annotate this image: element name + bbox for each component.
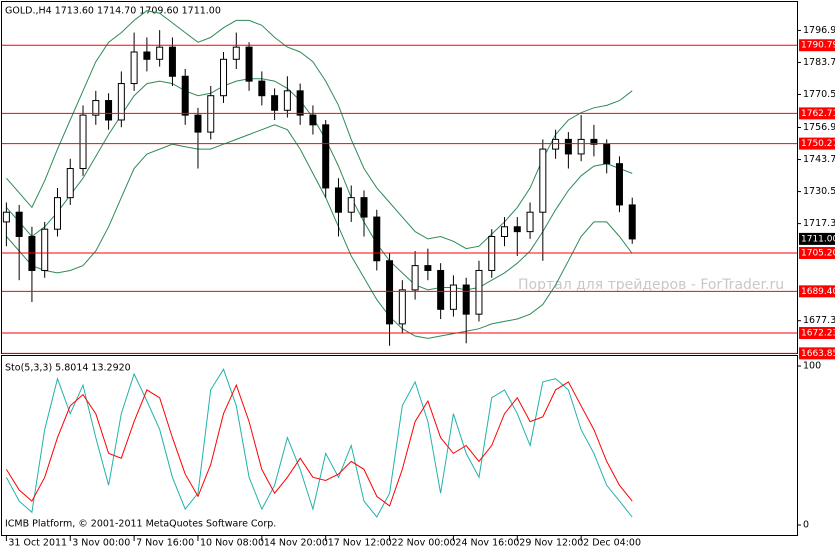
candle-body xyxy=(2,211,10,223)
candle-body xyxy=(92,100,100,116)
candle-body xyxy=(513,226,521,233)
candle-body xyxy=(168,46,176,77)
candle-body xyxy=(526,211,534,233)
level-label-bg xyxy=(799,347,835,360)
candle-body xyxy=(386,260,394,325)
candle-body xyxy=(194,114,202,133)
candle-body xyxy=(143,51,151,60)
stochastic-line xyxy=(5,381,633,507)
candle-body xyxy=(334,187,342,213)
candle-body xyxy=(53,197,61,230)
candle-body xyxy=(66,168,74,199)
level-label-bg xyxy=(799,285,835,298)
level-label: 1663.85 xyxy=(801,349,835,359)
level-label: 1750.27 xyxy=(801,139,835,149)
level-label: 1762.71 xyxy=(801,109,835,119)
x-tick-label: 17 Nov 12:00 xyxy=(328,538,392,549)
candle-body xyxy=(564,138,572,155)
x-tick-label: 7 Nov 16:00 xyxy=(136,538,194,549)
candle-body xyxy=(398,289,406,325)
y-tick-label: 1796.90 xyxy=(803,25,835,36)
level-label-bg xyxy=(799,107,835,120)
candle-body xyxy=(462,284,470,315)
level-label-bg xyxy=(799,39,835,52)
y-tick-label: 1717.30 xyxy=(803,218,835,229)
y-tick-label: 100 xyxy=(803,361,821,372)
level-label-bg xyxy=(799,137,835,150)
candle-body xyxy=(309,114,317,126)
x-tick-label: 10 Nov 08:00 xyxy=(200,538,264,549)
y-tick-label: 0 xyxy=(803,520,809,531)
last-price-bg xyxy=(799,232,835,245)
candle-body xyxy=(411,265,419,291)
candle-body xyxy=(360,197,368,218)
y-tick-label: 1783.70 xyxy=(803,57,835,68)
y-tick-label: 1743.70 xyxy=(803,154,835,165)
candle-body xyxy=(552,138,560,150)
x-tick-label: 29 Nov 12:00 xyxy=(519,538,583,549)
candle-body xyxy=(475,269,483,315)
candle-body xyxy=(258,80,266,97)
level-label: 1672.23 xyxy=(801,329,835,339)
candle-body xyxy=(220,58,228,97)
candle-body xyxy=(615,163,623,206)
y-tick-label: 1677.30 xyxy=(803,315,835,326)
stochastic-panel xyxy=(1,355,798,536)
x-tick-label: 24 Nov 16:00 xyxy=(455,538,519,549)
y-tick-label: 1770.50 xyxy=(803,89,835,100)
candle-body xyxy=(232,46,240,60)
bollinger-band xyxy=(6,10,633,250)
watermark: Портал для трейдеров - ForTrader.ru xyxy=(518,277,784,293)
candle-body xyxy=(628,204,636,240)
candle-body xyxy=(130,51,138,85)
candle-body xyxy=(322,124,330,189)
level-label-bg xyxy=(799,327,835,340)
level-label-bg xyxy=(799,246,835,259)
candle-body xyxy=(105,100,113,121)
last-price-label: 1711.00 xyxy=(801,234,835,244)
indicator-title: Sto(5,3,3) 5.8014 13.2920 xyxy=(5,363,131,374)
candle-body xyxy=(156,46,164,60)
candle-body xyxy=(577,138,585,155)
level-label: 1689.40 xyxy=(801,287,835,297)
candle-body xyxy=(41,228,49,271)
candle-body xyxy=(501,226,509,237)
x-tick-label: 14 Nov 20:00 xyxy=(264,538,328,549)
candle-body xyxy=(296,90,304,116)
candle-body xyxy=(245,46,253,82)
copyright: ICMB Platform, © 2001-2011 MetaQuotes So… xyxy=(5,519,276,530)
candle-body xyxy=(283,90,291,111)
x-tick-label: 2 Dec 04:00 xyxy=(583,538,641,549)
candle-body xyxy=(539,148,547,213)
candle-body xyxy=(207,95,215,133)
x-tick-label: 22 Nov 00:00 xyxy=(392,538,456,549)
candle-body xyxy=(15,211,23,237)
candle-body xyxy=(449,284,457,310)
x-tick-label: 31 Oct 2011 xyxy=(8,538,67,549)
candle-body xyxy=(117,83,125,121)
candle-body xyxy=(437,269,445,310)
candle-body xyxy=(181,75,189,116)
level-label: 1790.79 xyxy=(801,41,835,51)
stochastic-line xyxy=(5,368,633,518)
level-label: 1705.20 xyxy=(801,248,835,258)
candle-body xyxy=(347,197,355,213)
candle-body xyxy=(79,114,87,170)
y-tick-label: 1730.50 xyxy=(803,186,835,197)
chart-title: GOLD.,H4 1713.60 1714.70 1709.60 1711.00 xyxy=(5,6,221,17)
bollinger-band xyxy=(6,124,633,339)
candle-body xyxy=(424,265,432,271)
candle-body xyxy=(271,95,279,111)
x-tick-label: 3 Nov 00:00 xyxy=(72,538,130,549)
candle-body xyxy=(373,216,381,262)
y-tick-label: 1756.90 xyxy=(803,122,835,133)
candle-body xyxy=(590,138,598,145)
candle-body xyxy=(603,143,611,165)
